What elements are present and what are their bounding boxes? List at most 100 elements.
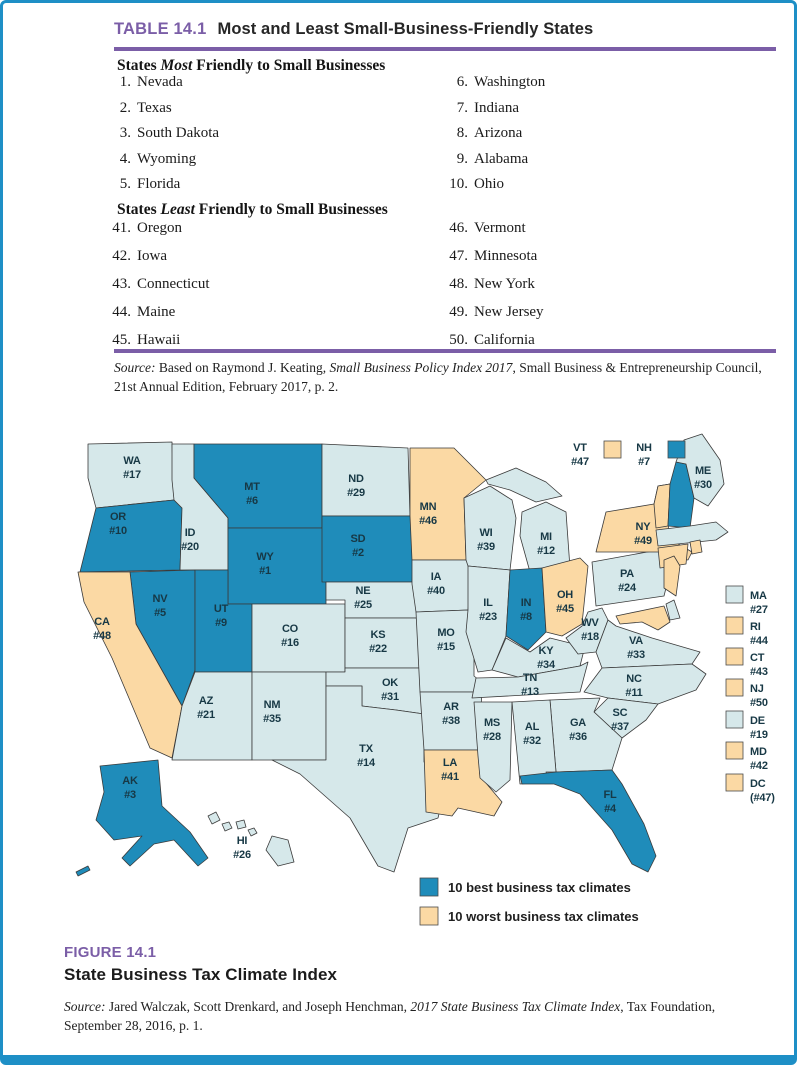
legend-label-worst: 10 worst business tax climates (448, 909, 639, 924)
most-friendly-list-right: 6. Washington 7. Indiana 8. Arizona 9. Alabama 1… (441, 70, 545, 198)
callout-label-dc: DC (#47) (750, 778, 775, 804)
table-row: 4. Wyoming (104, 147, 219, 173)
legend-swatch-worst (419, 906, 439, 926)
state-name: Nevada (137, 74, 183, 91)
state-name: Alabama (474, 150, 529, 167)
heading-text: Friendly to Small Businesses (192, 57, 386, 74)
state-shape-fl (519, 769, 657, 873)
state-rank: 45. (112, 331, 131, 348)
state-label-nd: ND #29 (347, 473, 365, 499)
state-label-tn: TN #13 (521, 672, 539, 698)
state-rank: 10. (449, 176, 468, 193)
state-shape-hi-island3 (235, 819, 247, 830)
state-shape-nc (583, 663, 707, 705)
state-label-wa: WA #17 (123, 455, 141, 481)
state-name: Washington (474, 74, 546, 91)
table-source: Source: Based on Raymond J. Keating, Sma… (114, 359, 782, 396)
state-name: Florida (137, 176, 181, 193)
state-shape-hi-island2 (221, 821, 233, 832)
state-label-il: IL #23 (479, 597, 497, 623)
us-states-tax-climate-map: WA #17 OR #10 CA #48 NV #5 ID #20 UT #9 AZ #21 MT #6 WY #… (75, 433, 775, 926)
state-name: Maine (137, 303, 176, 320)
state-shape-ak-aleutians (75, 865, 91, 877)
figure-title: State Business Tax Climate Index (64, 965, 338, 984)
source-label: Source: (64, 999, 106, 1014)
state-shape-wy (227, 527, 327, 605)
callout-label-nj: NJ #50 (750, 683, 768, 709)
legend-swatch-best (419, 877, 439, 897)
state-labels: WA #17 OR #10 CA #48 NV #5 ID #20 UT #9 AZ #21 MT #6 WY #… (93, 455, 712, 861)
callout-swatch-ct (725, 647, 744, 666)
state-rank: 41. (112, 220, 131, 237)
state-shape-az (171, 671, 253, 761)
state-label-tx: TX #14 (357, 743, 376, 769)
most-friendly-list-left: 1. Nevada 2. Texas 3. South Dakota 4. Wyoming 5.… (104, 70, 219, 198)
state-rank: 47. (449, 248, 468, 265)
table-row: 42. Iowa (104, 243, 209, 271)
state-shape-ri (689, 539, 703, 555)
map-legend: 10 best business tax climates 10 worst bu… (419, 877, 639, 926)
state-rank: 50. (449, 331, 468, 348)
state-label-ky: KY #34 (537, 645, 556, 671)
callout-swatch-md (725, 741, 744, 760)
table-row: 41. Oregon (104, 215, 209, 243)
state-shape-nj (663, 555, 681, 597)
state-name: Oregon (137, 220, 182, 237)
state-label-ia: IA #40 (427, 571, 445, 597)
state-shape-in (505, 567, 547, 651)
state-shape-hi-island4 (247, 827, 258, 837)
table-title: Most and Least Small-Business-Friendly S… (217, 20, 594, 38)
callout-label-de: DE #19 (750, 715, 768, 741)
state-name: Hawaii (137, 331, 181, 348)
table-row: 8. Arizona (441, 121, 545, 147)
state-label-oh: OH #45 (556, 589, 574, 615)
state-shape-tn (471, 661, 589, 699)
state-label-co: CO #16 (281, 623, 299, 649)
state-label-mo: MO #15 (437, 627, 455, 653)
state-shape-vt (653, 483, 671, 529)
table-row: 48. New York (441, 271, 544, 299)
table-row: 6. Washington (441, 70, 546, 96)
state-rank: 2. (119, 99, 131, 116)
state-name: Iowa (137, 248, 167, 265)
table-row: 3. South Dakota (104, 121, 219, 147)
state-shape-oh (541, 557, 589, 637)
state-name: Texas (137, 99, 172, 116)
table-row: 50. California (441, 326, 544, 354)
table-row: 7. Indiana (441, 96, 545, 122)
state-shape-tx (271, 685, 449, 873)
state-rank: 43. (112, 275, 131, 292)
state-label-ut: UT #9 (214, 603, 229, 629)
table-row: 5. Florida (104, 172, 219, 198)
state-label-va: VA #33 (627, 635, 645, 661)
state-label-or: OR #10 (109, 511, 127, 537)
state-label-ms: MS #28 (483, 717, 501, 743)
state-name: Connecticut (137, 275, 210, 292)
state-rank: 3. (119, 125, 131, 142)
state-rank: 8. (456, 125, 468, 142)
state-label-sc: SC #37 (611, 707, 629, 733)
state-label-sd: SD #2 (351, 533, 366, 559)
state-rank: 5. (119, 176, 131, 193)
state-shape-hi-bigisland (265, 835, 295, 867)
figure-number-label: FIGURE 14.1 (64, 944, 157, 961)
state-shapes (75, 433, 729, 877)
state-rank: 1. (119, 74, 131, 91)
state-label-nv: NV #5 (153, 593, 169, 619)
source-title-italic: Small Business Policy Index 2017 (329, 360, 513, 375)
state-callouts: VT #47 NH #7 MA #27 RI #44 CT #43 NJ #50 DE #19 MD #42 D… (571, 440, 775, 804)
source-label: Source: (114, 360, 156, 375)
state-name: Indiana (474, 99, 519, 116)
callout-swatch-de (725, 710, 744, 729)
callout-swatch-nj (725, 678, 744, 697)
source-text: Based on Raymond J. Keating, (155, 360, 330, 375)
callout-label-ct: CT #43 (750, 652, 768, 678)
state-shape-sd (321, 515, 417, 583)
state-shape-or (79, 499, 183, 573)
least-friendly-heading: States Least Friendly to Small Businesse… (117, 201, 388, 219)
heading-text: Friendly to Small Businesses (194, 201, 388, 218)
table-row: 44. Maine (104, 298, 209, 326)
state-label-me: ME #30 (694, 465, 712, 491)
state-shape-va (595, 619, 701, 669)
